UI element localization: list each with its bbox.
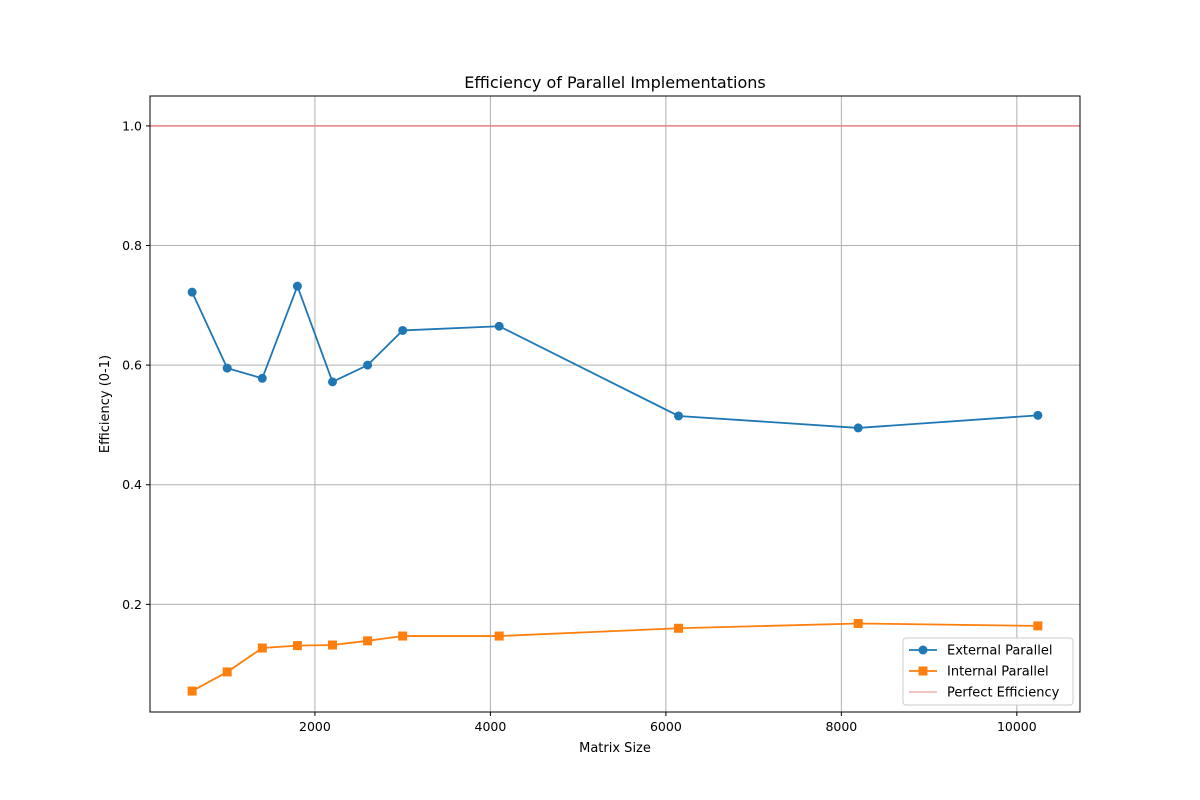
data-point bbox=[327, 377, 337, 387]
series-line bbox=[191, 283, 1038, 429]
data-point bbox=[187, 686, 197, 696]
y-tick-label: 1.0 bbox=[122, 118, 142, 133]
data-point bbox=[674, 411, 684, 421]
series-internal-parallel bbox=[187, 618, 1043, 696]
data-point bbox=[1033, 410, 1043, 420]
x-tick-label: 4000 bbox=[475, 719, 507, 734]
y-tick-label: 0.2 bbox=[122, 597, 142, 612]
data-point bbox=[494, 631, 504, 641]
x-tick-label: 2000 bbox=[299, 719, 331, 734]
plot-area-frame bbox=[149, 95, 1081, 713]
x-tick-label: 8000 bbox=[825, 719, 857, 734]
y-tick-label: 0.8 bbox=[122, 238, 142, 253]
series-layer bbox=[187, 281, 1043, 696]
series-external-parallel bbox=[187, 281, 1043, 433]
x-axis-label: Matrix Size bbox=[579, 741, 651, 756]
data-point bbox=[674, 623, 684, 633]
legend: External Parallel Internal Parallel Perfec… bbox=[902, 637, 1074, 706]
legend-box bbox=[902, 637, 1074, 706]
data-point bbox=[292, 281, 302, 291]
chart-title: Efficiency of Parallel Implementations bbox=[464, 73, 765, 92]
data-point bbox=[363, 360, 373, 370]
ticks: 2000 4000 6000 8000 10000 0.2 0.4 0.6 0.8 1.0 bbox=[122, 118, 1037, 734]
data-point bbox=[327, 640, 337, 650]
data-point bbox=[363, 636, 373, 646]
data-point bbox=[494, 321, 504, 331]
data-point bbox=[187, 287, 197, 297]
legend-label: Internal Parallel bbox=[947, 665, 1049, 680]
grid bbox=[150, 96, 1080, 712]
x-tick-label: 6000 bbox=[650, 719, 682, 734]
legend-marker bbox=[918, 645, 928, 655]
data-point bbox=[1033, 621, 1043, 631]
legend-label: External Parallel bbox=[947, 644, 1052, 659]
data-point bbox=[853, 423, 863, 433]
x-tick-label: 10000 bbox=[997, 719, 1037, 734]
y-tick-label: 0.4 bbox=[122, 477, 142, 492]
data-point bbox=[398, 325, 408, 335]
legend-marker bbox=[918, 666, 928, 676]
data-point bbox=[257, 373, 267, 383]
data-point bbox=[853, 618, 863, 628]
y-axis-label: Efficiency (0-1) bbox=[98, 355, 113, 453]
data-point bbox=[222, 667, 232, 677]
data-point bbox=[257, 643, 267, 653]
y-tick-label: 0.6 bbox=[122, 358, 142, 373]
data-point bbox=[398, 631, 408, 641]
legend-label: Perfect Efficiency bbox=[947, 686, 1060, 701]
data-point bbox=[292, 641, 302, 651]
data-point bbox=[222, 363, 232, 373]
